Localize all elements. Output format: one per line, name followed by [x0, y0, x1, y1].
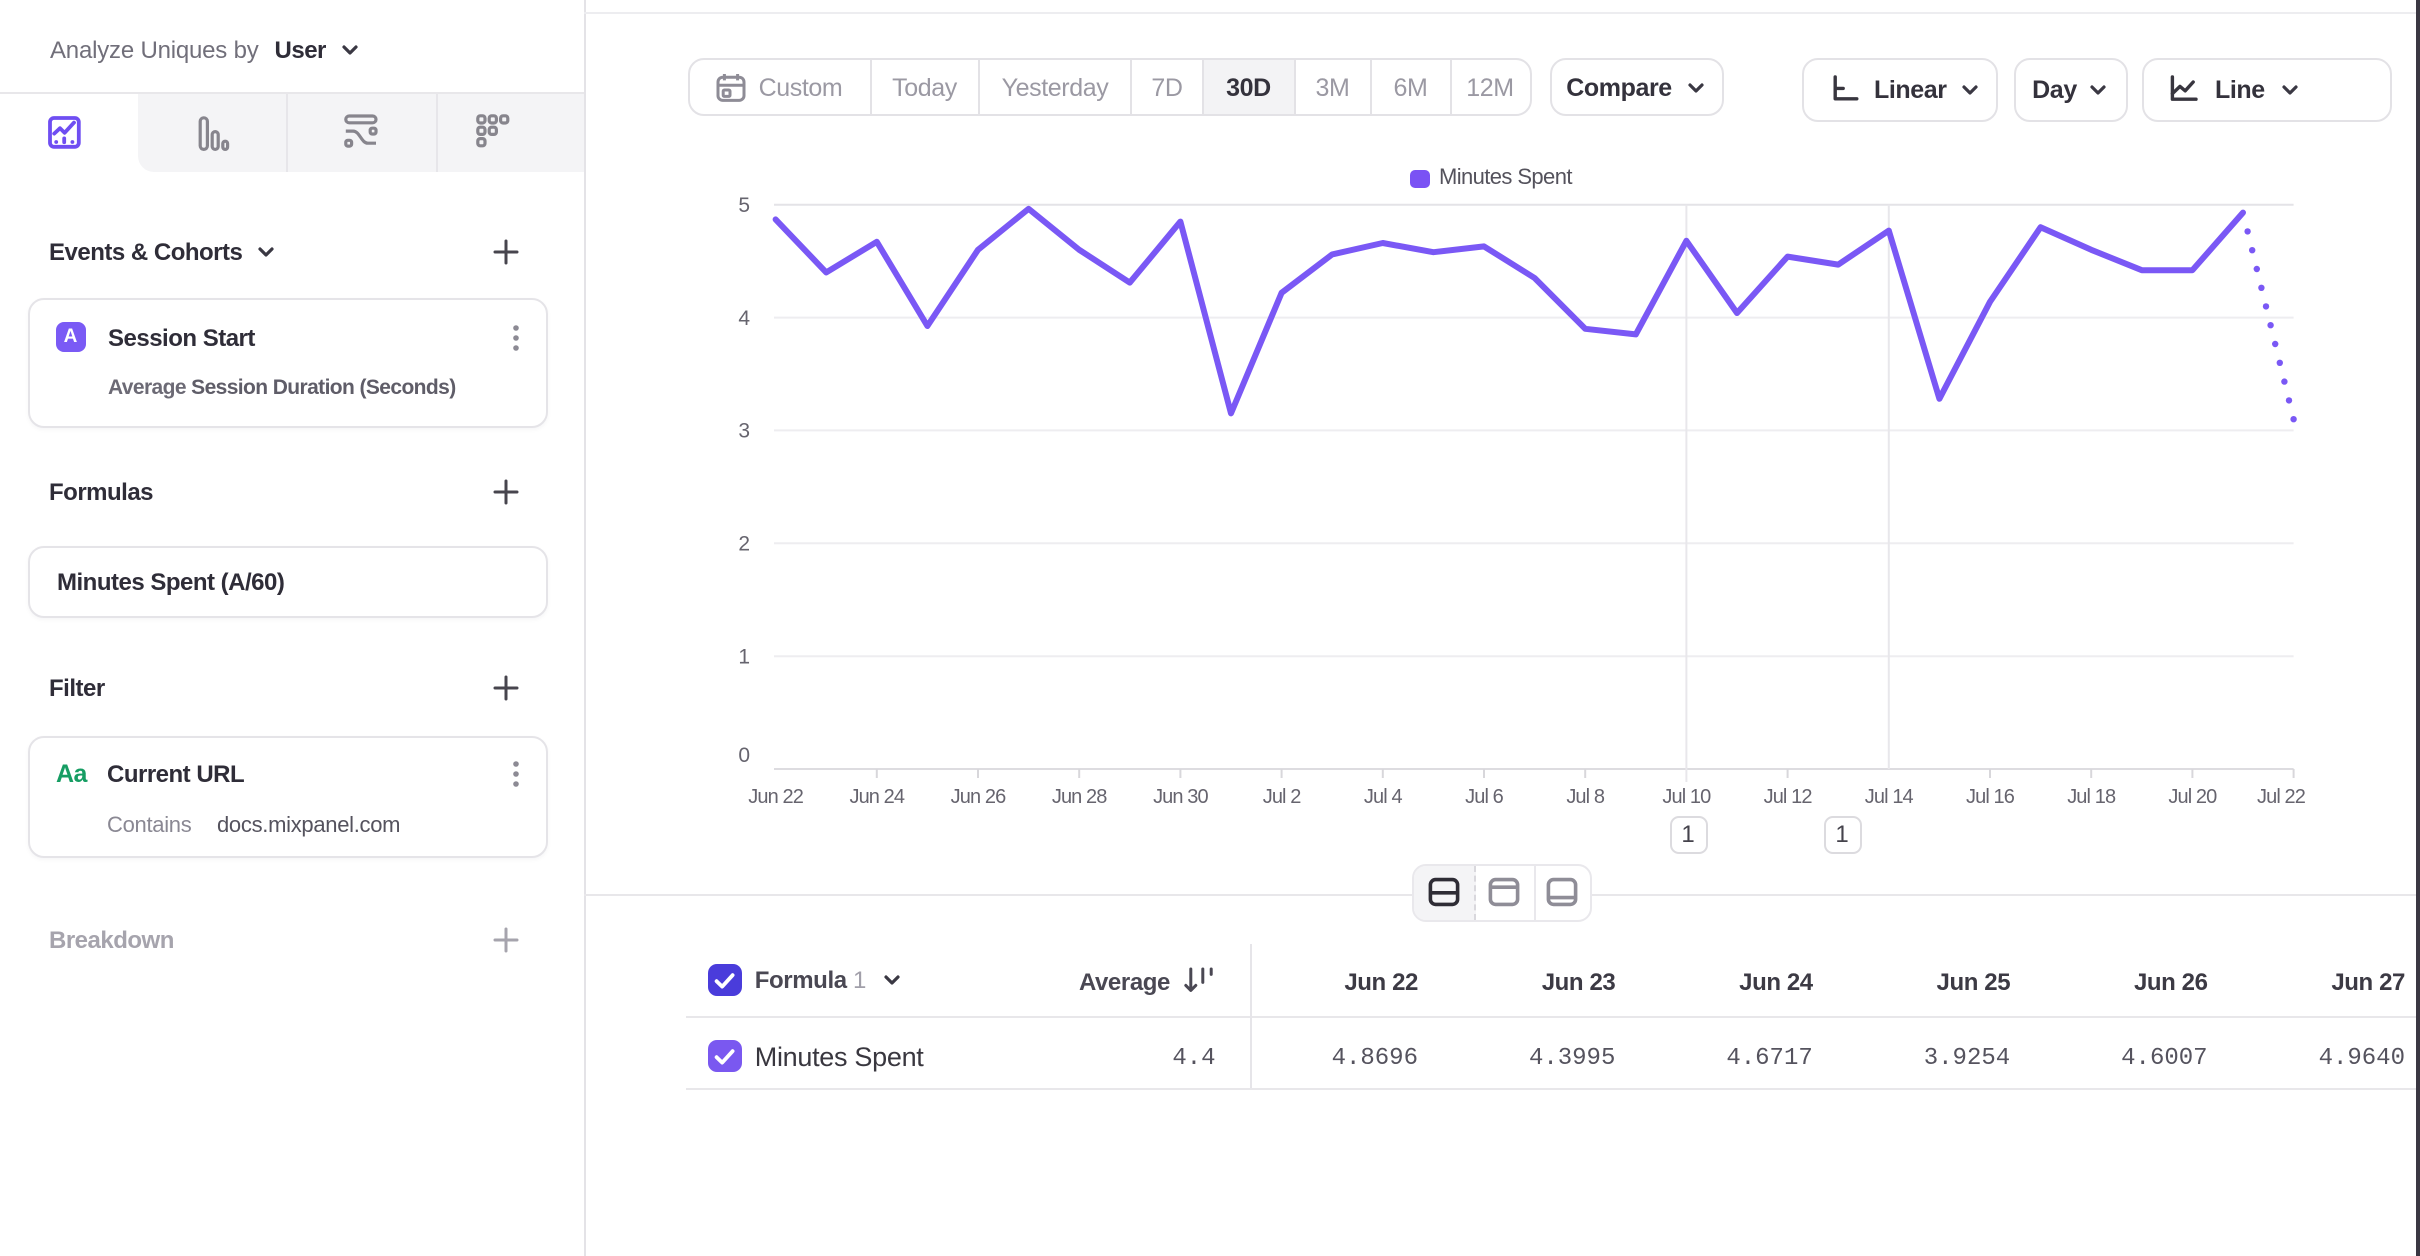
svg-text:Jul 10: Jul 10 [1662, 786, 1711, 808]
svg-text:Jul 8: Jul 8 [1566, 786, 1605, 808]
svg-text:Jul 2: Jul 2 [1263, 786, 1302, 808]
svg-text:2: 2 [738, 533, 750, 556]
svg-text:0: 0 [738, 744, 750, 767]
svg-text:Jun 28: Jun 28 [1052, 786, 1107, 808]
svg-text:Jun 24: Jun 24 [849, 786, 904, 808]
svg-text:Jun 22: Jun 22 [748, 786, 803, 808]
svg-text:Jul 16: Jul 16 [1966, 786, 2015, 808]
svg-text:Jul 22: Jul 22 [2257, 786, 2306, 808]
svg-text:5: 5 [738, 194, 750, 217]
svg-text:Jul 14: Jul 14 [1865, 786, 1914, 808]
svg-text:3: 3 [738, 420, 750, 443]
svg-text:Jun 26: Jun 26 [951, 786, 1006, 808]
svg-text:Jul 18: Jul 18 [2067, 786, 2116, 808]
svg-text:Jul 4: Jul 4 [1364, 786, 1403, 808]
svg-text:1: 1 [738, 645, 750, 668]
svg-text:Jul 20: Jul 20 [2168, 786, 2217, 808]
svg-text:Jul 6: Jul 6 [1465, 786, 1504, 808]
svg-text:Jul 12: Jul 12 [1764, 786, 1813, 808]
svg-text:4: 4 [738, 307, 750, 330]
svg-text:Jun 30: Jun 30 [1153, 786, 1208, 808]
